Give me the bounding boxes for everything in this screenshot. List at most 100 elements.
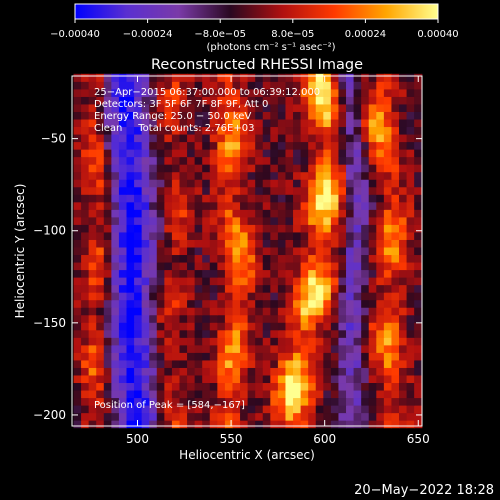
heatmap-cell — [330, 103, 340, 112]
heatmap-cell — [346, 420, 355, 429]
heatmap-cell — [126, 141, 135, 150]
heatmap-cell — [141, 352, 150, 361]
heatmap-cell — [338, 194, 347, 203]
heatmap-cell — [323, 322, 332, 331]
heatmap-cell — [277, 254, 287, 263]
heatmap-cell — [338, 171, 347, 180]
heatmap-cell — [118, 314, 128, 323]
heatmap-cell — [368, 374, 377, 384]
heatmap-cell — [262, 307, 271, 316]
heatmap-cell — [126, 216, 135, 225]
heatmap-cell — [209, 246, 218, 256]
heatmap-cell — [103, 277, 112, 286]
heatmap-cell — [368, 96, 377, 105]
heatmap-cell — [247, 397, 256, 406]
heatmap-cell — [149, 246, 158, 256]
heatmap-cell — [134, 239, 143, 248]
heatmap-cell — [202, 149, 211, 158]
heatmap-cell — [194, 111, 203, 120]
heatmap-cell — [361, 111, 370, 120]
heatmap-cell — [330, 337, 340, 346]
heatmap-cell — [406, 397, 415, 406]
heatmap-cell — [391, 96, 400, 105]
heatmap-cell — [141, 88, 150, 97]
heatmap-cell — [164, 314, 173, 323]
heatmap-cell — [414, 314, 423, 323]
heatmap-cell — [217, 344, 226, 353]
heatmap-cell — [187, 374, 196, 384]
heatmap-cell — [315, 81, 324, 90]
colorbar-tick-label: 0.00040 — [417, 29, 458, 40]
heatmap-cell — [285, 397, 294, 406]
heatmap-cell — [406, 277, 415, 286]
heatmap-cell — [96, 277, 105, 286]
heatmap-cell — [202, 111, 211, 120]
heatmap-cell — [315, 149, 324, 158]
heatmap-cell — [202, 420, 211, 429]
heatmap-cell — [315, 344, 324, 353]
heatmap-cell — [179, 359, 188, 368]
heatmap-cell — [300, 118, 309, 128]
heatmap-cell — [141, 141, 150, 150]
heatmap-cell — [224, 367, 234, 376]
heatmap-cell — [141, 179, 150, 188]
heatmap-cell — [315, 216, 324, 225]
heatmap-cell — [194, 179, 203, 188]
heatmap-cell — [126, 329, 135, 338]
heatmap-cell — [346, 397, 355, 406]
heatmap-cell — [368, 111, 377, 120]
heatmap-cell — [103, 149, 112, 158]
heatmap-cell — [141, 111, 150, 120]
heatmap-cell — [270, 239, 279, 248]
heatmap-cell — [353, 246, 362, 256]
heatmap-cell — [406, 126, 415, 135]
heatmap-cell — [179, 171, 188, 180]
heatmap-cell — [88, 224, 97, 233]
heatmap-cell — [270, 224, 279, 233]
heatmap-cell — [330, 382, 340, 391]
heatmap-cell — [338, 186, 347, 195]
heatmap-cell — [88, 126, 97, 135]
heatmap-cell — [361, 307, 370, 316]
heatmap-cell — [270, 209, 279, 218]
heatmap-cell — [262, 420, 271, 429]
heatmap-cell — [232, 141, 241, 150]
heatmap-cell — [262, 254, 271, 263]
heatmap-cell — [338, 134, 347, 143]
y-axis-ticks: −50−100−150−200 — [33, 132, 422, 422]
heatmap-cell — [406, 216, 415, 225]
heatmap-cell — [247, 246, 256, 256]
heatmap-cell — [224, 246, 234, 256]
heatmap-cell — [81, 164, 90, 173]
heatmap-cell — [126, 246, 135, 256]
heatmap-cell — [96, 134, 105, 143]
heatmap-cell — [368, 186, 377, 195]
heatmap-cell — [308, 194, 317, 203]
heatmap-cell — [277, 314, 287, 323]
heatmap-cell — [149, 359, 158, 368]
heatmap-cell — [406, 103, 415, 112]
heatmap-cell — [111, 277, 120, 286]
heatmap-cell — [338, 344, 347, 353]
heatmap-cell — [217, 194, 226, 203]
heatmap-cell — [217, 231, 226, 240]
heatmap-cell — [383, 352, 393, 361]
heatmap-cell — [240, 88, 249, 97]
heatmap-cell — [179, 239, 188, 248]
heatmap-cell — [134, 269, 143, 278]
heatmap-cell — [209, 299, 218, 308]
heatmap-cell — [361, 81, 370, 90]
heatmap-cell — [164, 209, 173, 218]
heatmap-cell — [194, 277, 203, 286]
heatmap-cell — [391, 262, 400, 271]
heatmap-cell — [293, 329, 302, 338]
heatmap-cell — [126, 314, 135, 323]
y-tick-label: −100 — [33, 224, 66, 238]
heatmap-cell — [308, 374, 317, 384]
heatmap-cell — [315, 329, 324, 338]
heatmap-cell — [232, 171, 241, 180]
heatmap-cell — [134, 231, 143, 240]
heatmap-cell — [194, 216, 203, 225]
heatmap-cell — [383, 307, 393, 316]
